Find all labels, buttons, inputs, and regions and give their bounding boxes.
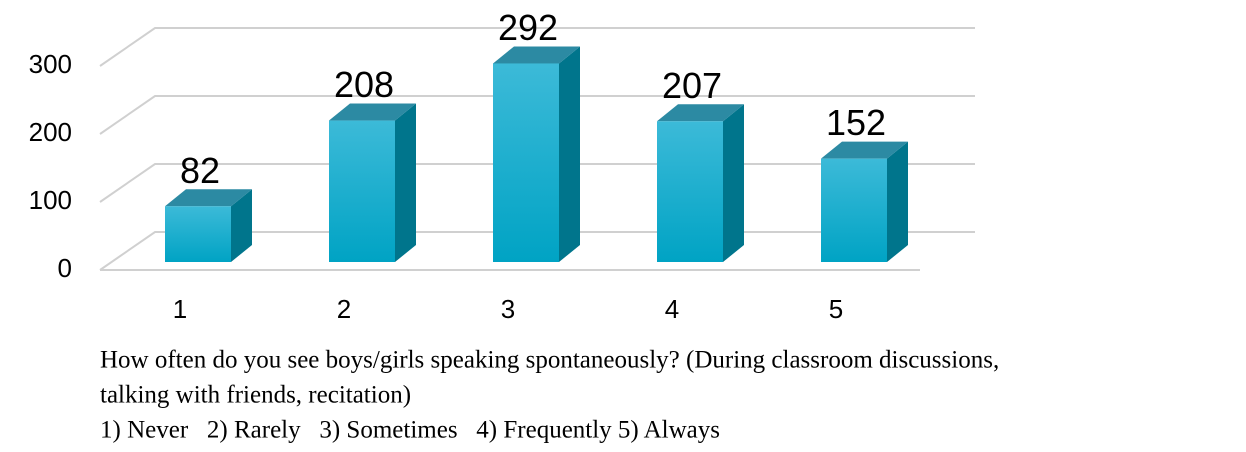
bar <box>821 158 887 262</box>
bar-top <box>329 103 416 121</box>
x-tick-label: 1 <box>173 294 187 324</box>
grid-line <box>99 27 975 67</box>
bar-side <box>723 104 744 263</box>
value-label: 208 <box>334 64 394 105</box>
x-tick-label: 5 <box>829 294 843 324</box>
bar-side <box>231 189 252 262</box>
y-tick-label: 100 <box>29 185 72 215</box>
y-tick-label: 300 <box>29 49 72 79</box>
value-label: 82 <box>180 150 220 191</box>
caption-line: 1) Never 2) Rarely 3) Sometimes 4) Frequ… <box>100 417 720 444</box>
bar <box>493 63 559 262</box>
y-tick-label: 200 <box>29 117 72 147</box>
bar-side <box>395 103 416 262</box>
x-tick-label: 4 <box>665 294 679 324</box>
x-tick-label: 2 <box>337 294 351 324</box>
bar-top <box>493 46 580 64</box>
bar-top <box>657 104 744 122</box>
x-tick-label: 3 <box>501 294 515 324</box>
bar <box>329 120 395 262</box>
value-label: 207 <box>662 65 722 106</box>
grid-line <box>99 95 975 135</box>
bar-top <box>165 189 252 207</box>
bar-side <box>559 46 580 262</box>
bar-side <box>887 141 908 262</box>
value-label: 152 <box>826 102 886 143</box>
y-tick-label: 0 <box>58 253 72 283</box>
bar-top <box>821 141 908 159</box>
bar <box>657 121 723 263</box>
caption-line: How often do you see boys/girls speaking… <box>100 347 999 374</box>
caption-line: talking with friends, recitation) <box>100 382 411 409</box>
value-label: 292 <box>498 7 558 48</box>
bar <box>165 206 231 262</box>
